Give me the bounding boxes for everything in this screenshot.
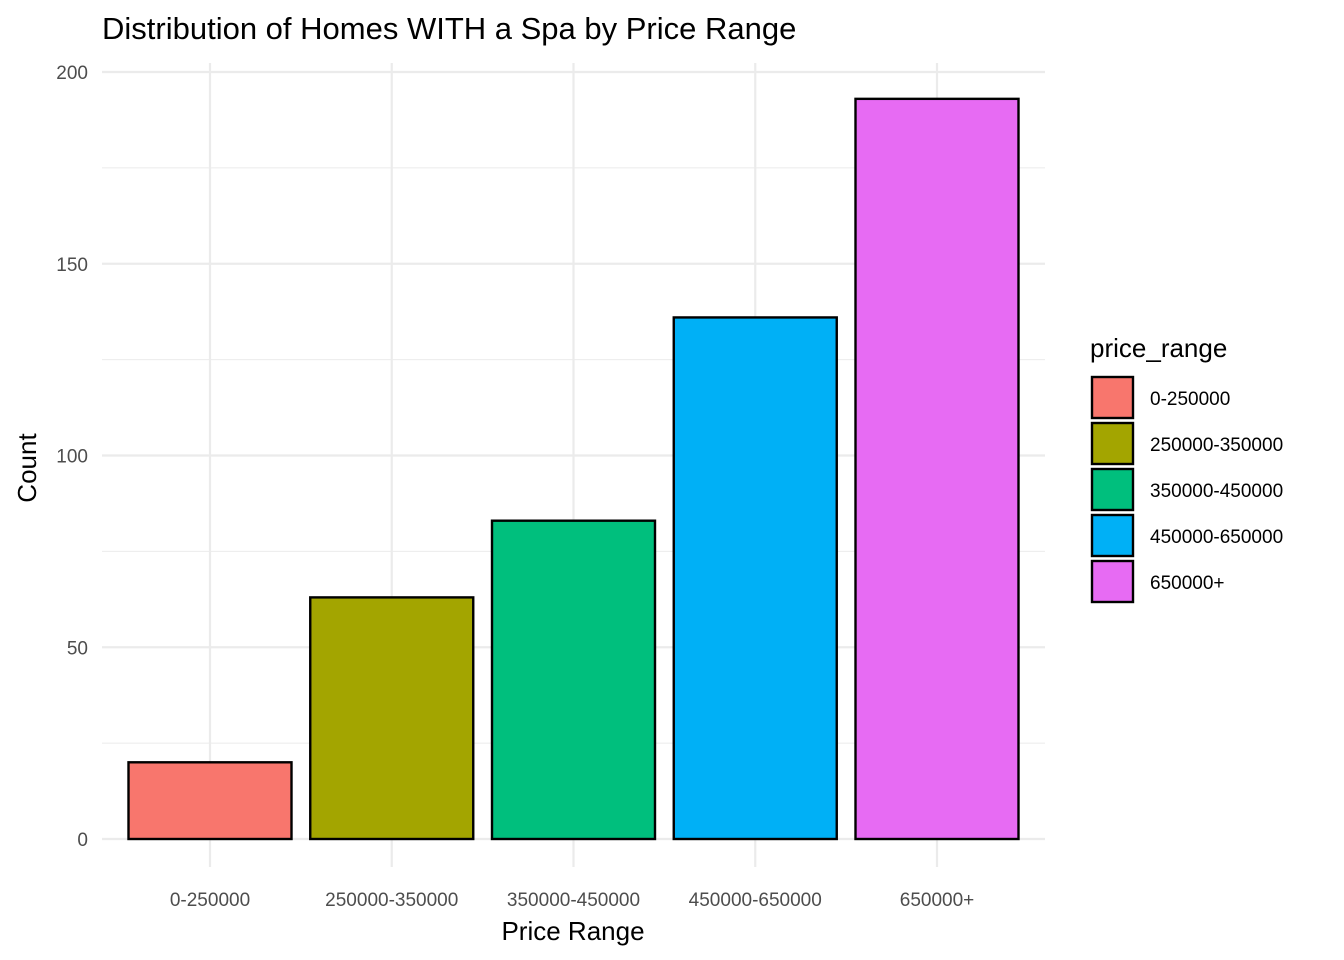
- x-tick-label: 650000+: [900, 890, 975, 911]
- x-tick-label: 0-250000: [170, 890, 250, 911]
- x-tick-label: 250000-350000: [325, 890, 458, 911]
- legend: price_range 0-250000 250000-350000 350000-…: [1090, 333, 1283, 604]
- bar-450000-650000: [672, 316, 838, 841]
- legend-label: 250000-350000: [1150, 435, 1283, 456]
- y-tick-label: 200: [56, 63, 88, 84]
- legend-label: 450000-650000: [1150, 527, 1283, 548]
- legend-label: 650000+: [1150, 573, 1225, 594]
- x-axis-ticks: 0-250000 250000-350000 350000-450000 450000…: [170, 890, 974, 911]
- y-tick-label: 150: [56, 255, 88, 276]
- bars: [127, 97, 1020, 841]
- bar-0-250000: [127, 761, 293, 841]
- legend-swatch: [1090, 375, 1135, 420]
- bar-250000-350000: [309, 596, 475, 841]
- legend-label: 350000-450000: [1150, 481, 1283, 502]
- legend-swatch: [1090, 421, 1135, 466]
- legend-swatch: [1090, 467, 1135, 512]
- x-axis-title: Price Range: [501, 916, 644, 946]
- y-axis-title: Count: [12, 433, 42, 503]
- bar-650000+: [854, 97, 1020, 841]
- legend-label: 0-250000: [1150, 389, 1230, 410]
- y-tick-label: 50: [67, 638, 88, 659]
- legend-title: price_range: [1090, 333, 1227, 363]
- legend-items: 0-250000 250000-350000 350000-450000 450000…: [1090, 375, 1283, 604]
- x-tick-label: 350000-450000: [507, 890, 640, 911]
- y-tick-label: 0: [77, 830, 88, 851]
- chart-title: Distribution of Homes WITH a Spa by Pric…: [102, 11, 796, 46]
- legend-swatch: [1090, 513, 1135, 558]
- y-tick-label: 100: [56, 447, 88, 468]
- x-tick-label: 450000-650000: [689, 890, 822, 911]
- y-axis-ticks: 0 50 100 150 200: [56, 63, 88, 851]
- bar-350000-450000: [490, 519, 657, 841]
- legend-swatch: [1090, 559, 1135, 604]
